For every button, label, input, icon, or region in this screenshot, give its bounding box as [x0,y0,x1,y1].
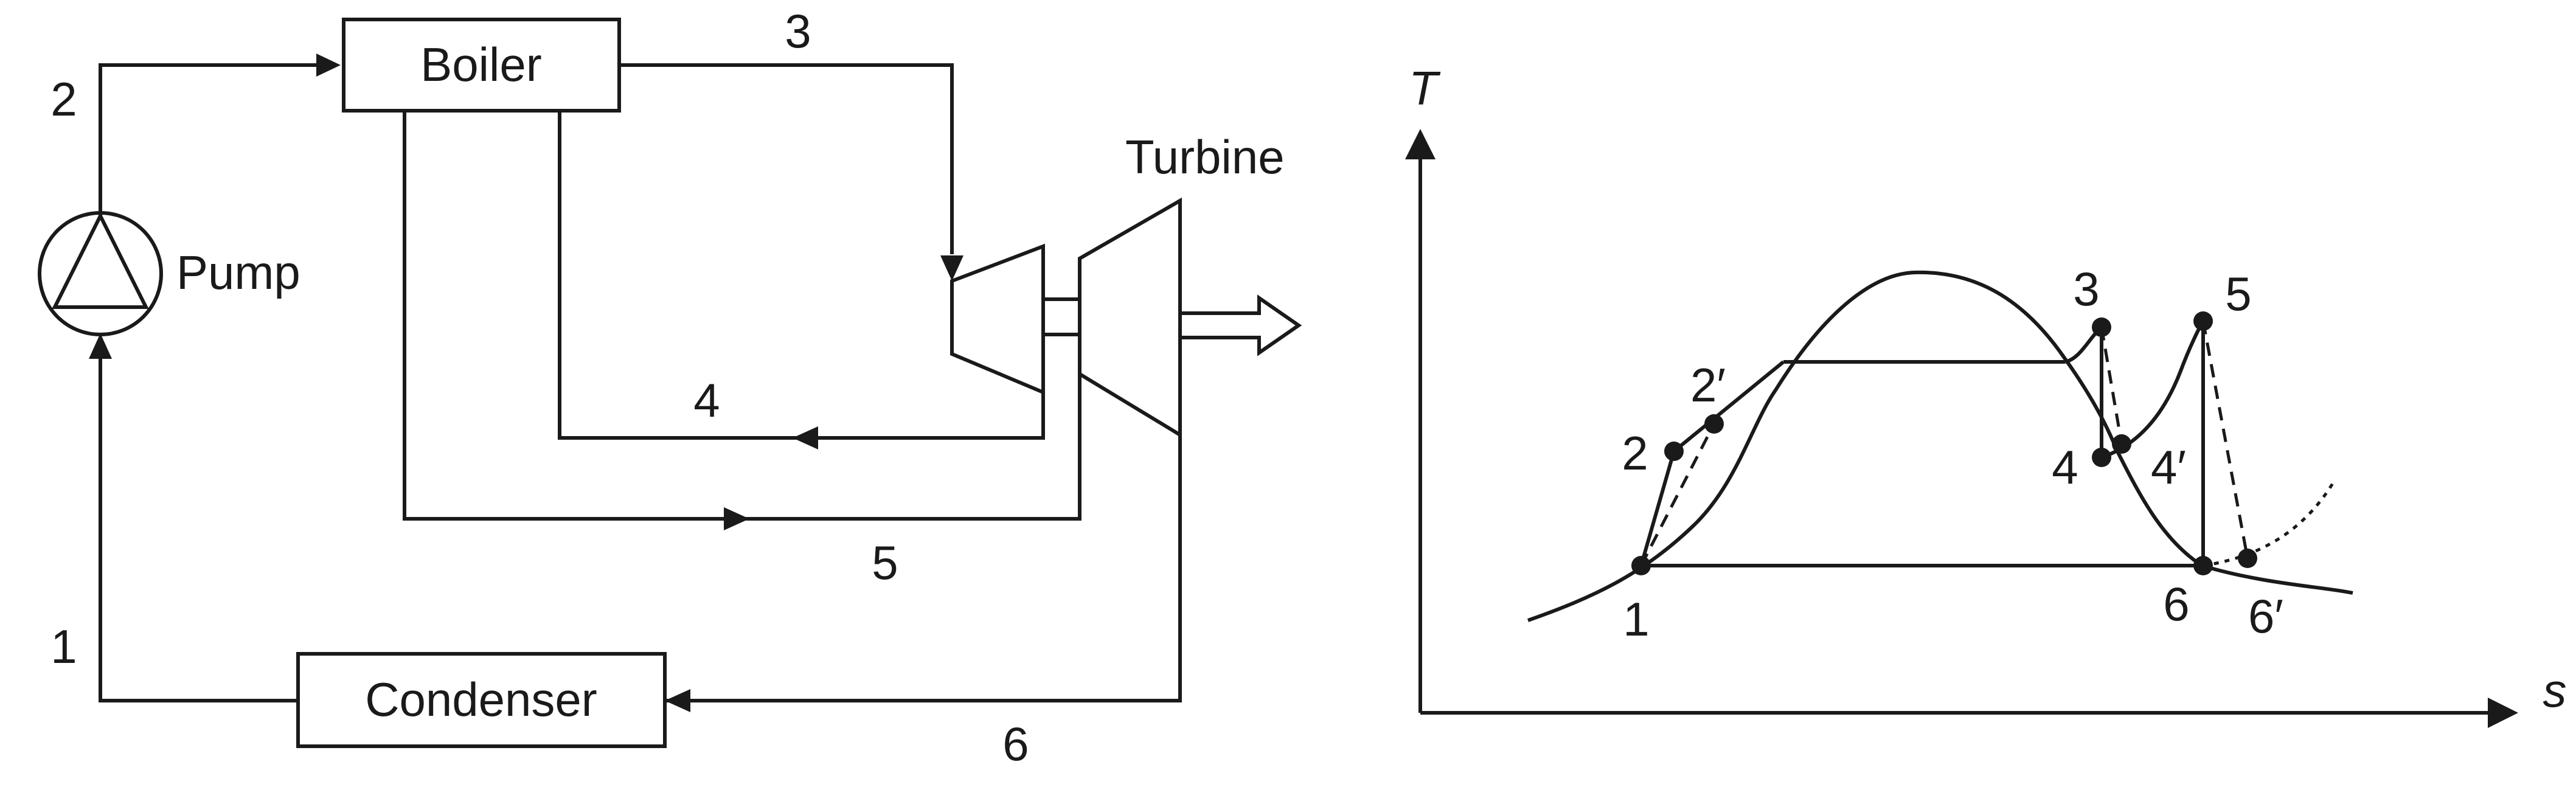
ts-diagram: T s 1 2 [1405,61,2567,728]
pump: Pump [38,211,300,336]
actual-expansion-3-4p-line [2100,327,2123,445]
stream-5-arrow [724,507,749,530]
low-pressure-isobar-extension [2203,479,2336,567]
work-output-arrow-icon [1180,294,1302,356]
stream-2-label: 2 [50,72,77,126]
stream-4-arrow [793,426,818,449]
state-point-4p [2112,434,2131,454]
state-point-2 [1664,442,1684,461]
state-point-2p [1704,414,1724,434]
state-point-5 [2193,311,2213,331]
stream-6-line [666,435,1182,702]
boiler: Boiler [342,18,621,113]
axes: T s [1405,61,2567,728]
stream-5-line [403,109,1081,521]
actual-pump-line [1639,423,1716,567]
state-label-5: 5 [2225,267,2251,321]
state-label-1: 1 [1623,592,1649,646]
state-label-6: 6 [2163,577,2189,631]
piping [89,54,1182,712]
s-axis-label: s [2543,664,2567,717]
boiler-label: Boiler [420,38,541,91]
state-label-2: 2 [1622,426,1648,480]
stream-3-arrow [940,255,963,281]
stream-1-label: 1 [50,620,77,673]
plant-schematic: Boiler Pump Turbine Condenser 1 2 3 4 5 … [38,4,1302,771]
state-point-4 [2092,448,2111,467]
stream-6-label: 6 [1002,717,1029,771]
state-label-4p: 4′ [2151,440,2186,494]
actual-expansion-5-6p-line [2201,321,2249,559]
s-axis-arrow [2488,698,2518,728]
condenser-label: Condenser [365,673,597,726]
state-label-2p: 2′ [1690,358,1726,412]
state-label-6p: 6′ [2248,589,2283,643]
state-point-1 [1631,556,1651,575]
state-label-3: 3 [2073,262,2099,316]
stream-5-label: 5 [872,536,898,589]
hp-turbine-icon [950,243,1045,395]
turbine: Turbine [950,130,1302,439]
condenser: Condenser [296,652,667,748]
t-axis-label: T [1409,61,1441,115]
state-label-4: 4 [2052,440,2078,494]
state-point-6 [2193,556,2213,575]
stream-3-label: 3 [785,4,811,58]
stream-6-arrow [665,689,690,712]
lp-turbine-icon [1078,197,1182,439]
t-axis-arrow [1405,129,1436,159]
pump-label: Pump [176,246,300,299]
stream-4-label: 4 [693,373,720,427]
stream-3-line [619,63,954,254]
state-point-6p [2238,549,2257,568]
state-point-3 [2092,317,2111,337]
stream-1-line [99,359,298,702]
pump-icon [38,211,163,336]
stream-2-line [99,63,332,216]
stream-1-arrow [89,333,112,359]
stream-2-arrow [316,54,341,77]
saturation-dome [1527,270,2353,622]
turbine-shaft-coupling [1043,297,1080,336]
turbine-label: Turbine [1125,130,1285,184]
